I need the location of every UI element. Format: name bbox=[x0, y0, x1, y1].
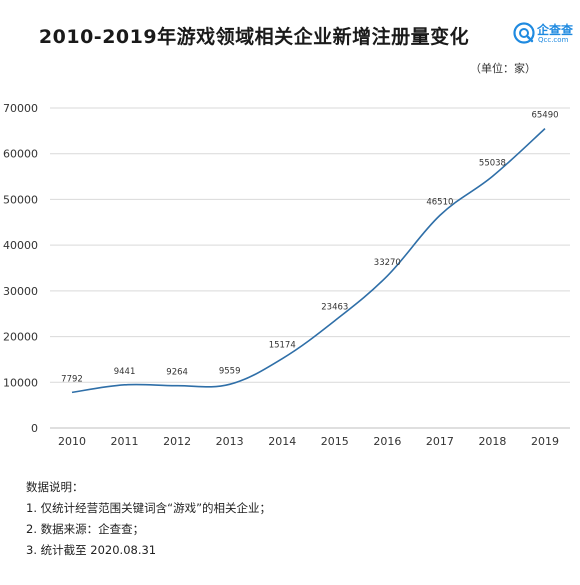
data-labels: 7792 9441 9264 9559 15174 23463 33270 46510 5503… bbox=[61, 111, 558, 385]
x-tick-label: 2019 bbox=[531, 435, 559, 448]
y-tick-label: 0 bbox=[31, 422, 38, 435]
data-label: 46510 bbox=[426, 197, 453, 207]
y-tick-label: 30000 bbox=[3, 285, 38, 298]
data-label: 33270 bbox=[374, 258, 401, 268]
qcc-logo: 企查查 Qcc.com bbox=[513, 20, 575, 46]
y-tick-label: 70000 bbox=[3, 102, 38, 115]
x-tick-label: 2015 bbox=[321, 435, 349, 448]
notes-heading: 数据说明： bbox=[26, 480, 84, 494]
x-tick-label: 2012 bbox=[163, 435, 191, 448]
y-axis-ticks: 0 10000 20000 30000 40000 50000 60000 70000 bbox=[3, 102, 38, 435]
data-label: 7792 bbox=[61, 374, 83, 384]
x-tick-label: 2016 bbox=[373, 435, 401, 448]
note-item-3: 3. 统计截至 2020.08.31 bbox=[26, 543, 157, 557]
logo-subtext: Qcc.com bbox=[538, 36, 569, 44]
data-notes: 数据说明： 1. 仅统计经营范围关键词含“游戏”的相关企业； 2. 数据来源：企… bbox=[26, 477, 271, 561]
data-label: 9441 bbox=[114, 367, 136, 377]
x-tick-label: 2011 bbox=[111, 435, 139, 448]
data-label: 15174 bbox=[269, 341, 296, 351]
data-label: 55038 bbox=[479, 158, 506, 168]
y-tick-label: 60000 bbox=[3, 148, 38, 161]
y-tick-label: 50000 bbox=[3, 193, 38, 206]
x-tick-label: 2017 bbox=[426, 435, 454, 448]
note-item-1: 1. 仅统计经营范围关键词含“游戏”的相关企业； bbox=[26, 501, 272, 515]
y-tick-label: 40000 bbox=[3, 239, 38, 252]
line-chart: 0 10000 20000 30000 40000 50000 60000 70000 201… bbox=[3, 102, 570, 448]
note-item-2: 2. 数据来源：企查查； bbox=[26, 522, 145, 536]
x-tick-label: 2018 bbox=[478, 435, 506, 448]
unit-label: （单位：家） bbox=[470, 62, 536, 75]
data-label: 9559 bbox=[219, 366, 241, 376]
data-label: 9264 bbox=[166, 368, 188, 378]
data-label: 23463 bbox=[321, 303, 348, 313]
y-tick-label: 10000 bbox=[3, 376, 38, 389]
qcc-logo-icon bbox=[513, 22, 535, 44]
x-tick-label: 2010 bbox=[58, 435, 86, 448]
logo-name: 企查查 bbox=[537, 23, 574, 37]
grid-lines bbox=[50, 107, 570, 429]
series-line bbox=[71, 128, 546, 394]
x-axis-ticks: 2010 2011 2012 2013 2014 2015 2016 2017 2018 2019 bbox=[58, 435, 559, 448]
x-tick-label: 2014 bbox=[268, 435, 296, 448]
chart-title: 2010-2019年游戏领域相关企业新增注册量变化 bbox=[38, 26, 470, 48]
data-label: 65490 bbox=[531, 111, 558, 121]
y-tick-label: 20000 bbox=[3, 331, 38, 344]
x-tick-label: 2013 bbox=[216, 435, 244, 448]
